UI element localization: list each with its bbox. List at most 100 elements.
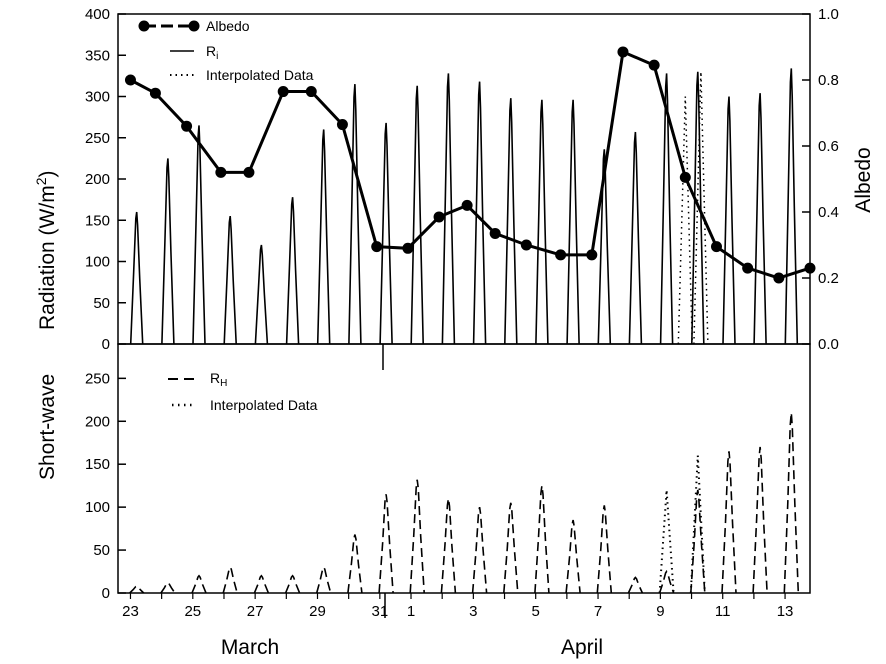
y-tick-label: 0 bbox=[102, 585, 110, 602]
rh-day-curve bbox=[284, 574, 301, 594]
top-panel: 0 50 100 150 200 250 300 350 400 0.0 0.2 0.4 0.6 0.8… bbox=[85, 6, 839, 353]
bottom-y-axis: 0 50 100 150 200 250 bbox=[85, 370, 126, 602]
top-y-axis: 0 50 100 150 200 250 300 350 400 bbox=[85, 6, 126, 353]
y-tick-label: 0 bbox=[102, 336, 110, 353]
x-tick-label: 23 bbox=[122, 603, 139, 620]
ri-day-curve bbox=[722, 96, 736, 345]
ri-day-curve bbox=[597, 149, 612, 345]
rh-day-curve bbox=[721, 451, 737, 594]
albedo-point bbox=[773, 272, 785, 284]
ri-day-curve bbox=[410, 85, 424, 345]
ri-day-curve bbox=[316, 129, 331, 345]
ri-day-curve bbox=[192, 125, 206, 345]
albedo-point bbox=[710, 241, 722, 253]
ri-day-curve bbox=[504, 98, 518, 345]
y-axis-title-part1: Short-wave bbox=[36, 374, 59, 480]
rh-day-curve bbox=[690, 489, 706, 594]
y2-tick-label: 0.2 bbox=[818, 270, 839, 287]
albedo-point bbox=[149, 87, 161, 99]
legend-albedo-marker-right bbox=[188, 20, 200, 32]
x-tick-label: 11 bbox=[715, 603, 731, 620]
ri-day-curve bbox=[472, 81, 487, 345]
rh-day-curve bbox=[347, 534, 363, 594]
albedo-point bbox=[402, 242, 414, 254]
y2-tick-label: 0.0 bbox=[818, 336, 839, 353]
y-tick-label: 200 bbox=[85, 413, 110, 430]
albedo-point bbox=[277, 86, 289, 98]
ri-day-curve bbox=[348, 84, 362, 345]
ri-day-curve bbox=[254, 244, 269, 345]
y-tick-label: 50 bbox=[93, 542, 110, 559]
ri-day-curve bbox=[379, 122, 393, 345]
albedo-series bbox=[124, 46, 816, 284]
ri-day-curve bbox=[223, 215, 237, 345]
x-axis: 23 25 27 29 31 1 3 5 7 9 11 13 bbox=[122, 593, 793, 620]
rh-day-curve bbox=[129, 585, 145, 594]
rh-day-curve bbox=[752, 446, 768, 594]
rh-interpolated-series bbox=[658, 455, 706, 594]
rh-day-curve bbox=[409, 479, 425, 594]
y2-tick-label: 0.8 bbox=[818, 72, 839, 89]
top-y2-axis: 0.0 0.2 0.4 0.6 0.8 1.0 bbox=[802, 6, 839, 353]
legend-ri-label: Ri bbox=[206, 43, 218, 62]
y-tick-label: 100 bbox=[85, 254, 110, 271]
albedo-point bbox=[742, 262, 754, 274]
albedo-point bbox=[371, 241, 383, 253]
ri-day-curve bbox=[784, 68, 799, 345]
albedo-point bbox=[124, 74, 136, 86]
rh-day-curve bbox=[222, 565, 238, 594]
y-tick-label: 150 bbox=[85, 212, 110, 229]
x-tick-label: 27 bbox=[247, 603, 264, 620]
x-tick-label: 25 bbox=[184, 603, 201, 620]
y-axis-title-sup: 2 bbox=[33, 177, 49, 185]
ri-day-curve bbox=[691, 71, 705, 345]
albedo-point bbox=[648, 59, 660, 71]
bottom-legend: RH Interpolated Data bbox=[168, 370, 318, 413]
x-tick-label: 13 bbox=[777, 603, 794, 620]
rh-day-curve bbox=[315, 565, 332, 594]
albedo-point bbox=[489, 227, 501, 239]
albedo-point bbox=[555, 249, 567, 261]
albedo-point bbox=[181, 120, 193, 132]
rh-day-curve bbox=[253, 574, 270, 594]
ri-series bbox=[129, 68, 799, 345]
albedo-point bbox=[336, 119, 348, 131]
albedo-point bbox=[804, 262, 816, 274]
y2-tick-label: 0.6 bbox=[818, 138, 839, 155]
bottom-plot-frame bbox=[117, 343, 811, 594]
legend-albedo-label: Albedo bbox=[206, 18, 250, 34]
y2-axis-title: Albedo bbox=[852, 147, 875, 212]
x-tick-label: 7 bbox=[594, 603, 602, 620]
legend-rh-main: R bbox=[210, 370, 220, 386]
ri-day-curve bbox=[659, 73, 674, 345]
legend-ri-main: R bbox=[206, 43, 216, 59]
y-tick-label: 50 bbox=[93, 295, 110, 312]
ri-day-curve bbox=[161, 158, 175, 345]
albedo-point bbox=[305, 86, 317, 98]
x-tick-label: 3 bbox=[469, 603, 477, 620]
rh-day-curve bbox=[627, 576, 644, 594]
top-legend: Albedo Ri Interpolated Data bbox=[138, 18, 314, 83]
legend-interp-label-top: Interpolated Data bbox=[206, 67, 314, 83]
y-axis-title-close: ) bbox=[36, 171, 59, 178]
legend-rh-sub: H bbox=[220, 378, 227, 389]
x-tick-label: 1 bbox=[407, 603, 415, 620]
ri-day-curve bbox=[535, 99, 549, 345]
ri-day-curve bbox=[285, 197, 300, 345]
y2-tick-label: 1.0 bbox=[818, 6, 839, 23]
x-tick-label: 9 bbox=[656, 603, 664, 620]
rh-day-curve bbox=[658, 570, 675, 594]
y-tick-label: 350 bbox=[85, 47, 110, 64]
legend-interp-label-bottom: Interpolated Data bbox=[210, 397, 318, 413]
month-label-march: March bbox=[221, 636, 279, 659]
rh-interpolated-curve bbox=[658, 489, 675, 594]
y-tick-label: 150 bbox=[85, 456, 110, 473]
albedo-point bbox=[617, 46, 629, 58]
x-tick-label: 5 bbox=[532, 603, 540, 620]
y-axis-title-main: Radiation (W/m bbox=[36, 185, 59, 330]
ri-day-curve bbox=[129, 211, 144, 345]
rh-day-curve bbox=[440, 498, 457, 594]
rh-day-curve bbox=[783, 412, 800, 594]
y-axis-title-part2: Radiation (W/m2) bbox=[33, 171, 59, 331]
